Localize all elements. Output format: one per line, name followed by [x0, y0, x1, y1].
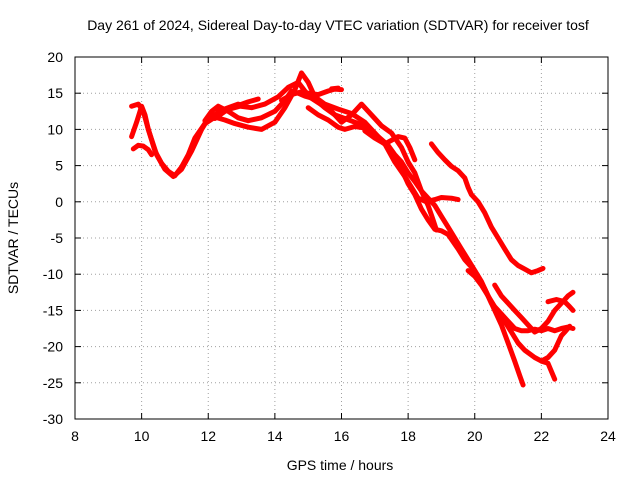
x-tick-label: 20 [467, 428, 483, 444]
y-tick-label: -30 [43, 411, 63, 427]
series-line-s13 [538, 323, 573, 364]
x-axis-title: GPS time / hours [287, 457, 394, 473]
chart-title: Day 261 of 2024, Sidereal Day-to-day VTE… [87, 17, 589, 33]
y-tick-label: 0 [55, 194, 63, 210]
y-tick-label: 5 [55, 158, 63, 174]
x-tick-label: 18 [400, 428, 416, 444]
y-tick-label: -25 [43, 375, 63, 391]
series-line-s11 [465, 268, 576, 334]
x-tick-label: 16 [334, 428, 350, 444]
y-axis-title: SDTVAR / TECUs [5, 182, 21, 294]
x-tick-label: 22 [534, 428, 550, 444]
series-line-s10 [428, 141, 546, 276]
series-line-s7 [279, 85, 344, 103]
x-tick-label: 14 [267, 428, 283, 444]
series-layer [129, 70, 576, 388]
y-tick-label: 15 [47, 85, 63, 101]
x-tick-label: 12 [200, 428, 216, 444]
series-line-s14 [545, 297, 576, 313]
y-tick-label: -15 [43, 302, 63, 318]
series-line-s4 [212, 79, 439, 233]
y-tick-label: 10 [47, 121, 63, 137]
tick-layer: 8 10 12 14 16 18 20 22 24 -30 -25 -20 -15 -10 -5 0 5 10 15… [43, 49, 616, 444]
series-line-s9 [362, 128, 418, 163]
x-tick-label: 24 [600, 428, 616, 444]
y-tick-label: -5 [51, 230, 64, 246]
y-tick-label: 20 [47, 49, 63, 65]
y-tick-label: -10 [43, 266, 63, 282]
series-line-s3 [130, 142, 155, 158]
x-tick-label: 10 [134, 428, 150, 444]
y-tick-label: -20 [43, 339, 63, 355]
x-tick-label: 8 [71, 428, 79, 444]
